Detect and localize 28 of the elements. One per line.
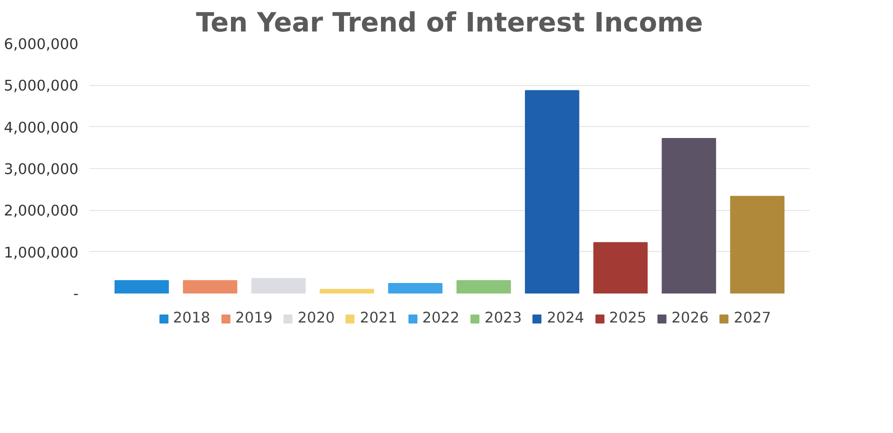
- legend-label: 2022: [422, 310, 460, 326]
- legend-label: 2023: [484, 310, 522, 326]
- bar: [593, 242, 648, 294]
- y-tick-label: 6,000,000: [4, 36, 79, 53]
- bar: [320, 288, 374, 294]
- legend-label: 2025: [609, 310, 646, 326]
- bar: [388, 283, 442, 294]
- y-tick-label: 3,000,000: [4, 161, 79, 178]
- y-tick-label: 5,000,000: [4, 78, 79, 95]
- bar: [730, 196, 784, 294]
- bar: [456, 280, 511, 294]
- y-tick-label: -: [73, 286, 79, 302]
- legend-label: 2026: [671, 310, 709, 326]
- chart-title: Ten Year Trend of Interest Income: [196, 8, 704, 38]
- legend-label: 2019: [235, 310, 273, 326]
- legend-label: 2018: [172, 310, 210, 326]
- legend-label: 2027: [734, 310, 772, 326]
- legend-label: 2020: [298, 310, 335, 326]
- y-tick-label: 2,000,000: [4, 202, 79, 220]
- y-tick-label: 4,000,000: [4, 119, 79, 136]
- bar: [662, 138, 716, 294]
- bar: [524, 90, 580, 294]
- bar: [182, 280, 238, 294]
- legend-label: 2024: [546, 310, 584, 326]
- y-tick-label: 1,000,000: [4, 244, 79, 262]
- bar: [251, 278, 306, 294]
- legend-label: 2021: [360, 310, 398, 326]
- bar: [114, 280, 169, 294]
